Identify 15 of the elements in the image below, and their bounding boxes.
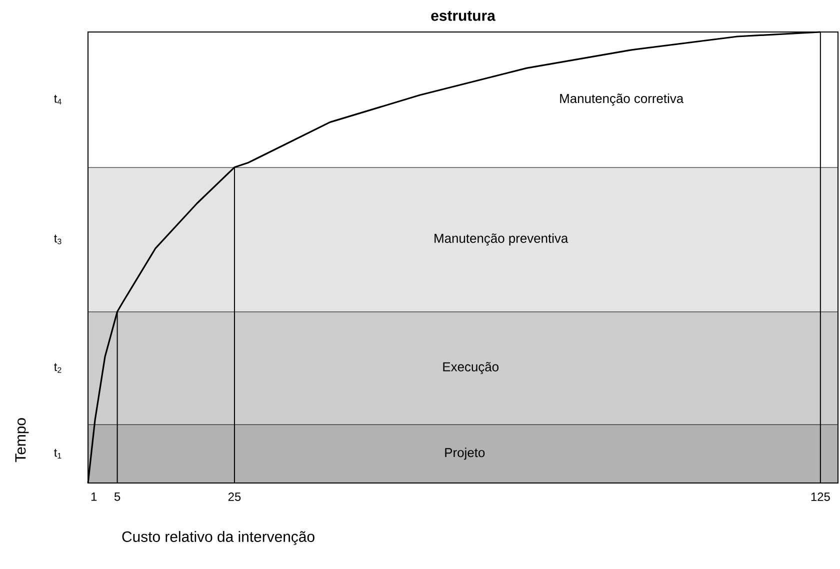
band-label: Execução (443, 362, 498, 374)
x-tick-label: 125 (811, 492, 830, 501)
y-axis-title: Tempo (15, 418, 29, 462)
x-tick-label: 1 (91, 492, 97, 501)
x-tick-label: 5 (114, 492, 120, 501)
text: t$_{1}$ (54, 448, 62, 458)
x-axis-title: Custo relativo da intervenção (122, 531, 314, 546)
text: t$_{4}$ (54, 94, 62, 104)
text: t$_{3}$ (54, 234, 62, 244)
band-label: Projeto (445, 448, 485, 460)
x-tick-label: 25 (228, 492, 241, 501)
band-label: Manutenção corretiva (560, 94, 684, 106)
text: t$_{2}$ (54, 363, 62, 373)
band-label: Manutenção preventiva (434, 233, 568, 246)
chart-title: estrutura (431, 11, 496, 21)
